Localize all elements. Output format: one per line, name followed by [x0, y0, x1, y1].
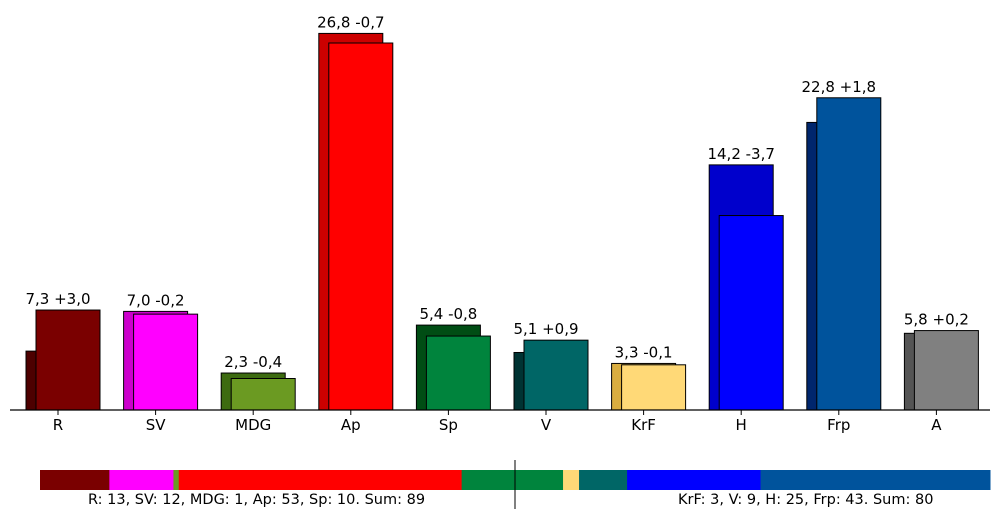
x-tick-label-h: H — [736, 416, 747, 434]
data-label-r: 7,3 +3,0 — [25, 290, 90, 308]
data-label-mdg: 2,3 -0,4 — [224, 353, 282, 371]
x-tick-label-v: V — [541, 416, 552, 434]
seat-segment-h — [627, 470, 762, 490]
seat-segment-frp — [760, 470, 991, 490]
bar-v — [523, 339, 589, 411]
x-tick-label-ap: Ap — [341, 416, 361, 434]
data-label-a: 5,8 +0,2 — [904, 311, 969, 329]
seat-segment-sp — [461, 470, 516, 490]
x-tick-label-a: A — [931, 416, 942, 434]
data-label-krf: 3,3 -0,1 — [615, 343, 673, 361]
bar-ap — [328, 42, 394, 411]
data-label-sv: 7,0 -0,2 — [127, 291, 185, 309]
bar-r — [35, 309, 101, 411]
x-tick-label-krf: KrF — [631, 416, 656, 434]
seat-bar — [40, 470, 991, 490]
data-label-h: 14,2 -3,7 — [707, 145, 774, 163]
seat-summary-right: KrF: 3, V: 9, H: 25, Frp: 43. Sum: 80 — [678, 492, 933, 508]
x-tick-label-r: R — [53, 416, 63, 434]
data-label-ap: 26,8 -0,7 — [317, 13, 384, 31]
seat-segment-v — [579, 470, 628, 490]
bars-group: 7,3 +3,0 7,0 -0,2 2,3 -0,4 26,8 -0,7 5,4 -0,… — [25, 13, 979, 411]
seat-segment-mdg — [173, 470, 180, 490]
seat-segment-ap — [178, 470, 463, 490]
bar-mdg — [230, 378, 296, 411]
x-ticks-group: R SV MDG Ap Sp V KrF H Frp A — [53, 410, 942, 434]
bar-h — [718, 215, 784, 411]
seat-segment-krf — [563, 470, 580, 490]
bar-a — [913, 330, 979, 411]
seat-segment-r — [40, 470, 110, 490]
bar-sp — [425, 335, 491, 411]
data-label-sp: 5,4 -0,8 — [419, 305, 477, 323]
seat-segment-sv — [109, 470, 174, 490]
data-label-v: 5,1 +0,9 — [513, 320, 578, 338]
seat-summary-left: R: 13, SV: 12, MDG: 1, Ap: 53, Sp: 10. S… — [88, 492, 425, 508]
seat-segment-v — [515, 470, 564, 490]
x-tick-label-sp: Sp — [439, 416, 458, 434]
data-label-frp: 22,8 +1,8 — [802, 78, 877, 96]
x-tick-label-mdg: MDG — [235, 416, 271, 434]
bar-frp — [816, 97, 882, 411]
bar-sv — [133, 313, 199, 411]
bar-krf — [621, 364, 687, 411]
x-tick-label-sv: SV — [146, 416, 167, 434]
x-tick-label-frp: Frp — [827, 416, 850, 434]
